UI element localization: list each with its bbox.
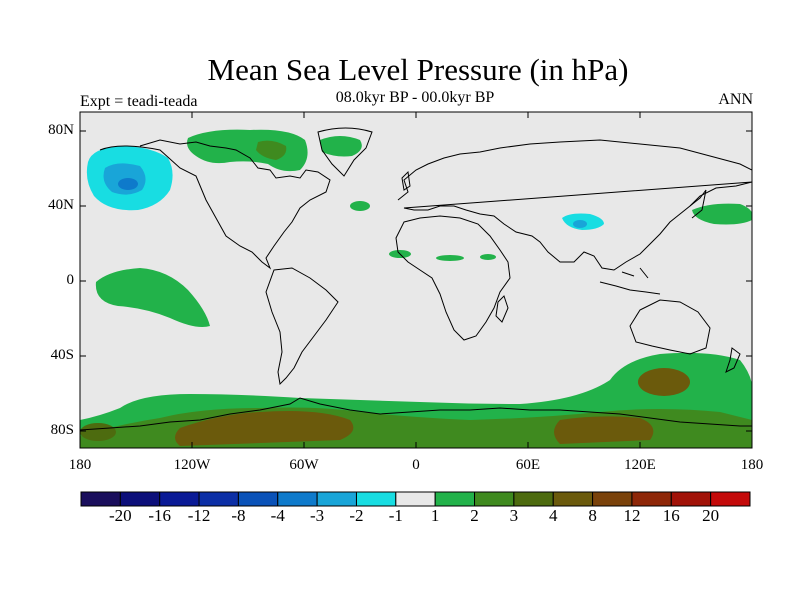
anomaly-australia-south [638,368,690,396]
colorbar-swatch [592,491,633,507]
season-label: ANN [718,91,753,108]
colorbar-swatch [237,491,279,507]
colorbar-tick-label: -20 [109,506,132,525]
coast-japan [689,189,707,219]
lon-label-0: 0 [412,457,420,473]
anomaly-greenland [320,136,362,157]
contour-fields [80,129,752,448]
colorbar-tick-label: 1 [430,506,440,525]
colorbar-tick-label: 2 [470,506,479,525]
map-title: Mean Sea Level Pressure (in hPa) [207,52,629,87]
colorbar-tick-label: 16 [662,506,680,525]
colorbar-swatch [316,491,357,507]
anomaly-atlantic [350,201,370,211]
coastlines [80,127,752,431]
colorbar-swatch [80,491,121,507]
lat-label-0: 0 [66,272,75,288]
anomaly-npacific-core [118,178,138,190]
lat-label-40s: 40S [50,347,74,363]
lon-label-120e: 120E [624,457,656,473]
coast-eurasia [397,139,752,271]
colorbar-tick-label: -3 [310,506,325,525]
anomaly-asia-core [573,220,587,228]
anomaly-sahel-east [480,254,496,260]
anomaly-antarctic-east [554,416,654,444]
colorbar-tick-label: 4 [548,506,558,525]
colorbar-tick-label: 8 [588,506,597,525]
lon-label-60e: 60E [515,457,541,473]
colorbar-swatch [513,491,554,507]
colorbar-swatch [552,491,594,507]
colorbar-swatch [119,491,161,507]
colorbar-tick-label: -12 [187,506,211,525]
coast-africa [395,215,511,341]
lon-label-180w: 180 [68,457,92,473]
colorbar-tick-label: 12 [623,506,641,525]
lat-label-80s: 80S [50,422,74,438]
colorbar-swatch [434,491,476,507]
coast-north-america [99,139,331,270]
lat-label-40n: 40N [48,197,74,213]
colorbar-swatch [277,491,318,507]
anomaly-sahel-mid [436,255,464,261]
colorbar-tick-label: 3 [509,506,519,525]
period-label: 08.0kyr BP - 00.0kyr BP [335,89,495,106]
colorbar-tick-label: -2 [349,506,364,525]
colorbar-swatch [198,491,239,507]
colorbar-swatch [710,491,751,507]
anomaly-antarctic-inner [175,411,354,446]
colorbar-tick-label: -16 [148,506,172,525]
lat-label-80n: 80N [48,122,74,138]
colorbar-swatch [631,491,672,507]
colorbar-swatch [355,491,397,507]
anomaly-npac-west [692,203,752,225]
axis-ticks [80,112,752,448]
anomaly-arctic-inner [256,140,287,160]
coast-antarctica [80,397,752,431]
coast-australia [629,299,711,355]
anomaly-east-pacific [95,268,210,327]
colorbar [80,491,751,507]
anomaly-southpac-west [80,423,116,441]
lon-label-180e: 180 [740,457,764,473]
coast-madagascar [495,295,509,323]
coast-uk [401,170,411,191]
anomaly-canada-arctic [187,129,308,172]
coast-south-america [265,267,339,386]
colorbar-tick-label: 20 [702,506,720,525]
colorbar-tick-label: -8 [231,506,246,525]
experiment-label: Expt = teadi-teada [80,93,198,110]
colorbar-swatch [670,491,712,507]
coast-new-zealand [725,347,741,373]
colorbar-swatch [474,491,515,507]
colorbar-swatch [159,491,200,507]
colorbar-swatch [395,491,436,507]
coast-indonesia [599,267,661,295]
lon-label-120w: 120W [173,457,211,473]
colorbar-tick-label: -1 [388,506,403,525]
colorbar-tick-label: -4 [270,506,285,525]
lon-label-60w: 60W [289,457,319,473]
coast-greenland [317,127,373,177]
